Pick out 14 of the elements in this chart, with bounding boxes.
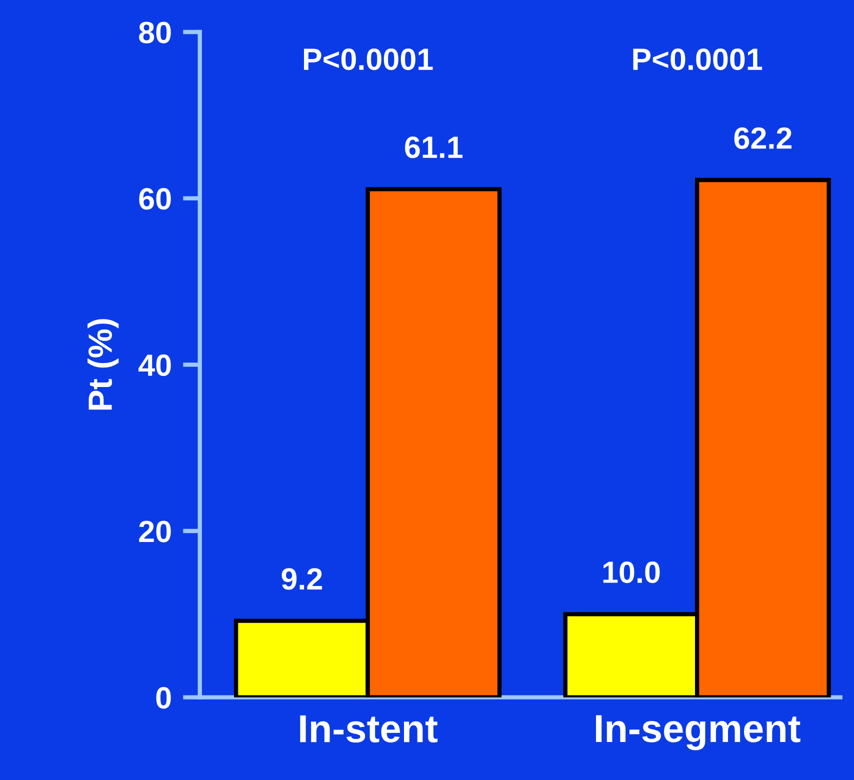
data-label: 62.2 bbox=[734, 127, 792, 149]
y-tick-label: 80 bbox=[139, 22, 171, 44]
annotation: P<0.0001 bbox=[633, 48, 762, 70]
data-label: 10.0 bbox=[603, 561, 660, 584]
y-tick-label: 60 bbox=[139, 188, 171, 210]
y-tick-label: 0 bbox=[156, 687, 171, 709]
y-axis-title: Pt (%) bbox=[88, 319, 119, 410]
y-tick-label: 40 bbox=[138, 354, 171, 376]
x-tick-label: In-stent bbox=[300, 715, 438, 743]
y-tick-label: 20 bbox=[139, 520, 171, 542]
data-label: 61.1 bbox=[405, 136, 463, 158]
x-tick-label: In-segment bbox=[596, 715, 800, 750]
annotation: P<0.0001 bbox=[304, 48, 433, 70]
data-label: 9.2 bbox=[282, 568, 322, 590]
